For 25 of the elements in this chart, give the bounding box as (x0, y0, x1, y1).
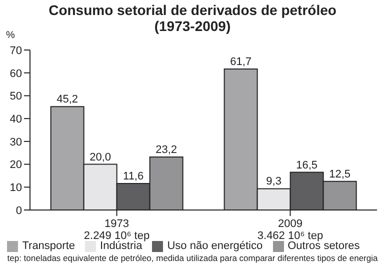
legend-label: Uso não energético (167, 240, 263, 252)
x-tick-label: 2009 3.462 10⁶ tep (257, 218, 324, 242)
x-tick-label: 1973 2.249 10⁶ tep (84, 218, 150, 242)
y-tick-label: 10 (10, 182, 22, 194)
data-label: 11,6 (123, 170, 144, 182)
data-label: 9,3 (266, 176, 282, 188)
data-label: 12,5 (329, 168, 351, 180)
data-label: 61,7 (230, 56, 252, 68)
chart-title: Consumo setorial de derivados de petróleo (1973-2009) (48, 2, 338, 34)
legend-label: Indústria (100, 240, 142, 252)
data-label: 16,5 (296, 159, 318, 172)
data-label: 20,0 (90, 151, 112, 164)
y-tick-label: 60 (10, 68, 22, 80)
y-tick-label: 40 (10, 113, 22, 126)
data-label: 23,2 (156, 144, 178, 156)
y-tick-label: 0 (16, 204, 22, 217)
text: tep: toneladas equivalente de petróleo, medida utilizada para comparar diferentes tipos de energia (6, 253, 379, 263)
legend-label: Transporte (22, 240, 76, 252)
data-label: 45,2 (56, 94, 78, 106)
y-tick-label: 50 (10, 90, 22, 103)
y-tick-label: 30 (10, 136, 22, 148)
y-tick-label: 20 (10, 159, 22, 172)
y-tick-label: 70 (10, 44, 22, 57)
legend-label: Outros setores (288, 240, 360, 252)
y-axis-title: % (6, 30, 15, 41)
